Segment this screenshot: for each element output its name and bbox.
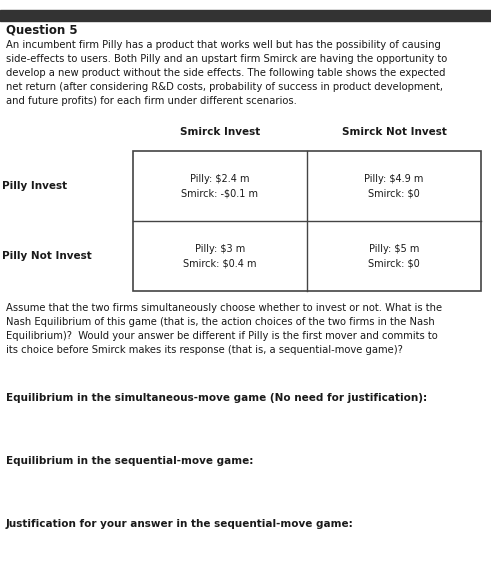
Text: Smirck Not Invest: Smirck Not Invest [342,127,446,137]
Text: Justification for your answer in the sequential-move game:: Justification for your answer in the seq… [6,519,354,529]
Text: Pilly: $2.4 m
Smirck: -$0.1 m: Pilly: $2.4 m Smirck: -$0.1 m [181,174,258,198]
Text: Pilly: $4.9 m
Smirck: $0: Pilly: $4.9 m Smirck: $0 [364,174,424,198]
Text: Question 5: Question 5 [6,24,78,37]
Bar [133,151,481,291]
Text: Pilly: $5 m
Smirck: $0: Pilly: $5 m Smirck: $0 [368,243,420,268]
Text: Pilly: $3 m
Smirck: $0.4 m: Pilly: $3 m Smirck: $0.4 m [183,243,256,268]
Text: Pilly Not Invest: Pilly Not Invest [2,251,92,261]
Text: Smirck Invest: Smirck Invest [180,127,260,137]
Text: Assume that the two firms simultaneously choose whether to invest or not. What i: Assume that the two firms simultaneously… [6,303,442,355]
Bar [0,10,491,21]
Text: Pilly Invest: Pilly Invest [2,181,68,191]
Text: Equilibrium in the simultaneous-move game (No need for justification):: Equilibrium in the simultaneous-move gam… [6,393,427,404]
Text: Equilibrium in the sequential-move game:: Equilibrium in the sequential-move game: [6,456,253,466]
Text: An incumbent firm Pilly has a product that works well but has the possibility of: An incumbent firm Pilly has a product th… [6,40,447,106]
